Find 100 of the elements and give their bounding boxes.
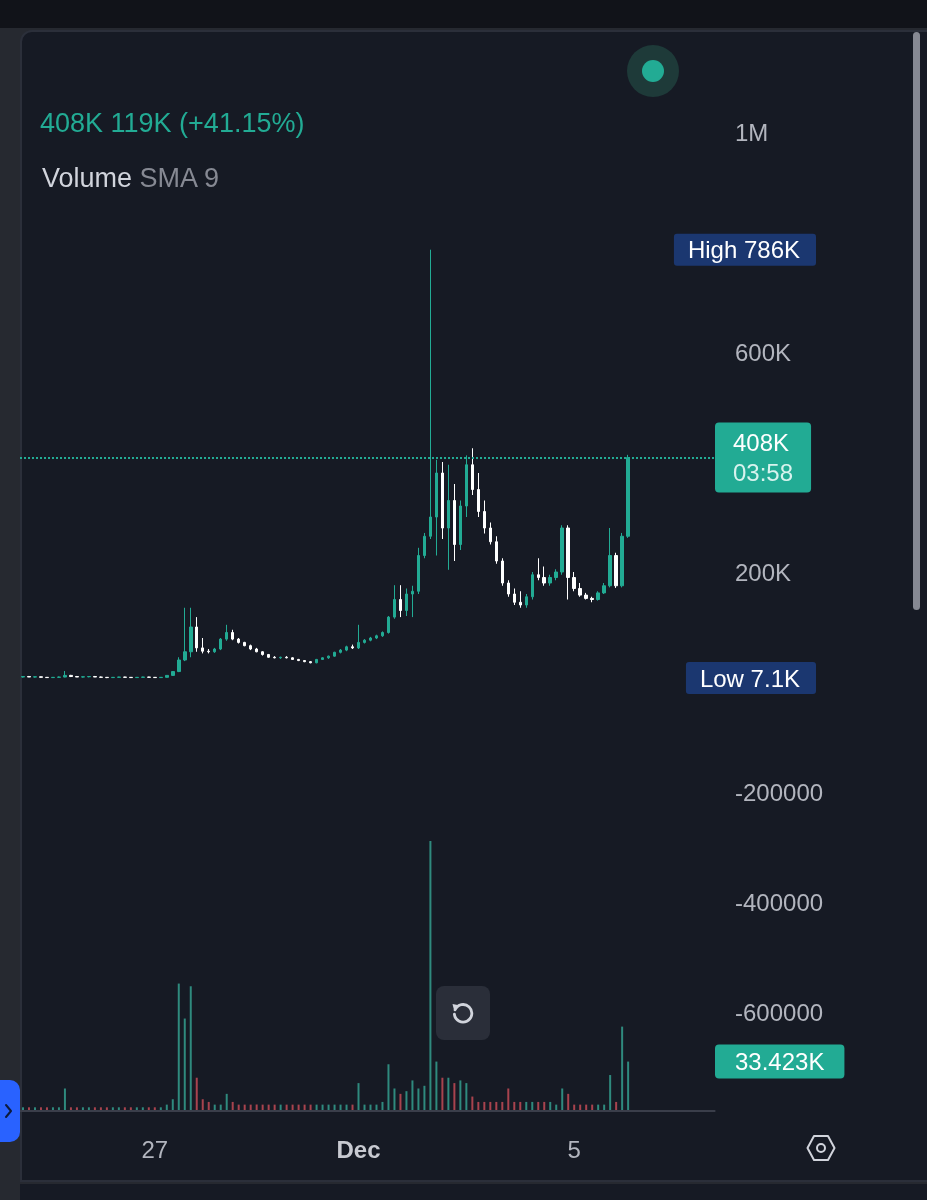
- candlestick: [519, 590, 522, 609]
- bar: [81, 1107, 84, 1110]
- bar: [273, 1104, 276, 1110]
- x-tick-label: 5: [567, 1135, 581, 1163]
- bar: [249, 1104, 252, 1110]
- candlestick: [537, 557, 540, 581]
- candlestick: [267, 653, 270, 659]
- candlestick: [201, 637, 204, 654]
- candlestick: [171, 670, 175, 677]
- y-tick-label: -200000: [735, 778, 824, 806]
- bar: [573, 1104, 576, 1110]
- bar: [279, 1104, 282, 1110]
- candlestick: [27, 675, 31, 678]
- candlestick: [501, 557, 504, 587]
- candlestick: [237, 637, 240, 644]
- bar: [447, 1077, 450, 1110]
- bar: [423, 1085, 426, 1110]
- candlestick: [225, 624, 228, 642]
- candlestick: [33, 676, 37, 679]
- bar: [465, 1083, 468, 1110]
- bar: [225, 1093, 228, 1110]
- bar: [189, 986, 192, 1110]
- bar: [471, 1096, 474, 1110]
- candlestick: [375, 634, 378, 640]
- bar: [237, 1104, 240, 1110]
- bar: [441, 1077, 444, 1110]
- bar: [315, 1104, 318, 1110]
- bar: [609, 1075, 612, 1110]
- bar: [567, 1093, 570, 1110]
- candlestick: [81, 676, 85, 679]
- y-tick-label: -400000: [735, 888, 824, 916]
- bar: [147, 1107, 150, 1110]
- bar: [213, 1104, 216, 1110]
- candlestick: [411, 585, 414, 618]
- bar: [477, 1101, 480, 1110]
- bar: [345, 1104, 348, 1110]
- bar: [27, 1107, 30, 1110]
- bar: [603, 1104, 606, 1110]
- candlestick: [489, 522, 492, 545]
- candlestick: [291, 656, 294, 661]
- bar: [429, 841, 432, 1110]
- y-tick-label: 1M: [735, 118, 769, 146]
- candlestick: [602, 582, 606, 595]
- bar: [117, 1107, 120, 1110]
- bar: [45, 1107, 48, 1110]
- bar: [591, 1104, 594, 1110]
- candlestick: [381, 630, 384, 638]
- candlestick: [135, 676, 139, 679]
- x-tick-label: 27: [141, 1135, 169, 1163]
- bar: [435, 1061, 438, 1110]
- candlestick: [273, 655, 276, 659]
- candlestick: [614, 552, 618, 589]
- bar: [459, 1080, 462, 1110]
- candlestick: [345, 645, 348, 652]
- bar: [303, 1104, 306, 1110]
- bar: [165, 1104, 168, 1110]
- text: Low 7.1K: [699, 664, 800, 692]
- candlestick: [483, 500, 486, 534]
- candlestick: [105, 676, 109, 679]
- candlestick: [177, 656, 181, 673]
- bar: [501, 1101, 504, 1110]
- candlestick: [423, 532, 426, 559]
- candlestick: [249, 644, 252, 651]
- bar: [375, 1104, 378, 1110]
- bar: [297, 1104, 300, 1110]
- bar: [387, 1064, 390, 1110]
- candlestick: [63, 670, 67, 678]
- bar: [129, 1107, 132, 1110]
- candlestick: [129, 676, 133, 679]
- bar: [507, 1088, 510, 1110]
- bar: [513, 1101, 516, 1110]
- candlestick: [369, 636, 372, 642]
- candlestick: [584, 592, 588, 600]
- bar: [399, 1093, 402, 1110]
- candlestick: [554, 568, 558, 581]
- candlestick: [363, 638, 366, 644]
- candlestick: [351, 644, 354, 650]
- bar: [177, 983, 180, 1110]
- candlestick: [566, 524, 570, 600]
- candlestick: [213, 647, 216, 654]
- candlestick: [572, 571, 576, 592]
- bar: [75, 1107, 78, 1110]
- candlestick: [123, 676, 127, 679]
- ref-line-label: 408K 03:58: [733, 429, 794, 487]
- bar: [285, 1104, 288, 1110]
- bar: [22, 1107, 24, 1110]
- bar: [339, 1104, 342, 1110]
- bar: [87, 1107, 90, 1110]
- candlestick: [333, 651, 336, 658]
- bar: [231, 1101, 234, 1110]
- candlestick: [255, 647, 258, 653]
- candlestick: [117, 676, 121, 679]
- candlestick: [219, 637, 222, 651]
- bar: [381, 1101, 384, 1110]
- bar: [63, 1088, 66, 1110]
- candlestick: [477, 472, 480, 518]
- bar: [195, 1077, 198, 1110]
- candlestick: [153, 676, 157, 679]
- candlestick: [21, 676, 25, 679]
- bar: [135, 1107, 138, 1110]
